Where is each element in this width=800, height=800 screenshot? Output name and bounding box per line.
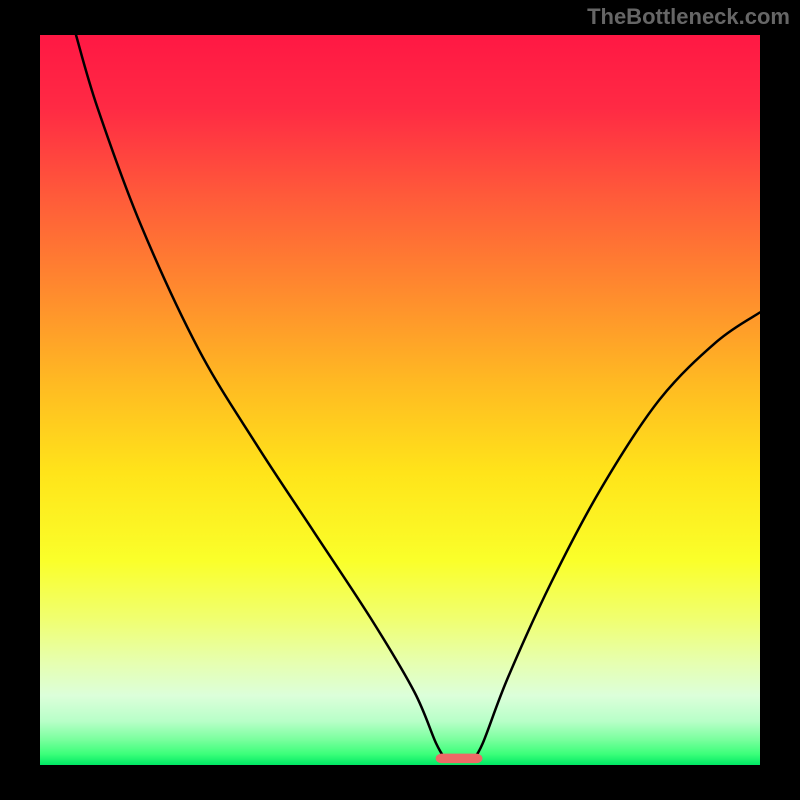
watermark-text: TheBottleneck.com <box>587 4 790 30</box>
gradient-background <box>40 35 760 765</box>
optimal-marker <box>436 754 483 763</box>
bottleneck-chart-svg <box>0 0 800 800</box>
chart-container: TheBottleneck.com <box>0 0 800 800</box>
